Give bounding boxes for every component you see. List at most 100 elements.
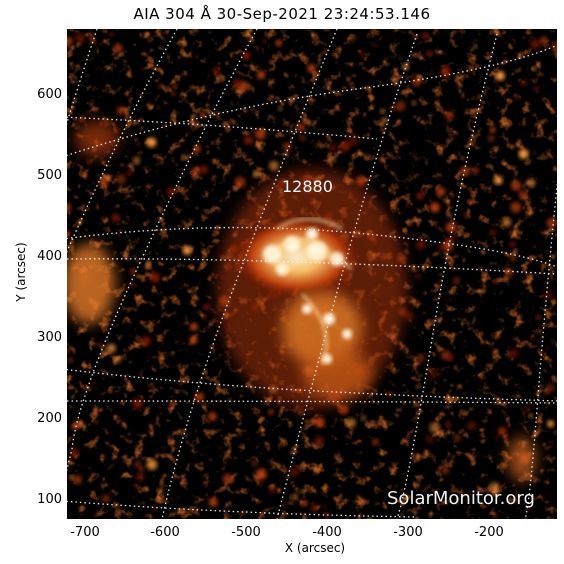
network-brightening bbox=[489, 482, 500, 493]
network-brightening bbox=[467, 421, 477, 431]
network-brightening bbox=[441, 465, 450, 474]
network-brightening bbox=[527, 178, 536, 188]
network-brightening bbox=[359, 50, 365, 56]
network-brightening bbox=[281, 503, 285, 507]
network-brightening bbox=[509, 349, 519, 358]
network-brightening bbox=[92, 381, 97, 386]
network-brightening bbox=[508, 240, 517, 249]
network-brightening bbox=[375, 423, 380, 429]
network-brightening bbox=[533, 86, 539, 91]
network-brightening bbox=[242, 51, 251, 60]
network-brightening bbox=[251, 459, 258, 466]
network-brightening bbox=[256, 47, 260, 51]
network-brightening bbox=[171, 401, 176, 406]
network-brightening bbox=[330, 156, 336, 163]
coronal-loop bbox=[276, 217, 343, 231]
network-brightening bbox=[156, 106, 160, 109]
network-brightening bbox=[67, 203, 72, 211]
network-brightening bbox=[493, 175, 503, 185]
network-brightening bbox=[453, 277, 460, 285]
grid-longitude-line bbox=[67, 29, 258, 472]
network-brightening bbox=[94, 420, 99, 424]
network-brightening bbox=[453, 433, 462, 442]
grid-latitude-line bbox=[67, 500, 418, 518]
network-brightening bbox=[193, 145, 201, 153]
network-brightening bbox=[218, 446, 222, 450]
network-brightening bbox=[442, 460, 446, 465]
watermark-text: SolarMonitor.org bbox=[387, 488, 535, 509]
network-brightening bbox=[262, 39, 267, 43]
network-brightening bbox=[90, 37, 96, 44]
network-brightening bbox=[234, 176, 246, 188]
network-brightening bbox=[412, 77, 422, 87]
network-brightening bbox=[506, 268, 513, 276]
network-brightening bbox=[499, 428, 506, 435]
network-brightening bbox=[549, 440, 554, 445]
network-brightening bbox=[510, 202, 522, 213]
network-brightening bbox=[109, 31, 114, 37]
network-brightening bbox=[129, 267, 137, 275]
network-brightening bbox=[141, 336, 151, 347]
network-brightening bbox=[442, 240, 454, 252]
solar-image-frame bbox=[67, 29, 557, 519]
network-brightening bbox=[145, 263, 152, 270]
bright-kernel bbox=[302, 304, 312, 314]
network-brightening bbox=[76, 125, 79, 129]
network-brightening bbox=[471, 166, 480, 175]
network-brightening bbox=[420, 31, 429, 40]
coronal-loop bbox=[301, 293, 328, 365]
network-brightening bbox=[528, 413, 533, 418]
network-brightening bbox=[295, 122, 305, 132]
network-brightening bbox=[307, 64, 316, 73]
network-brightening bbox=[253, 170, 260, 178]
network-brightening bbox=[442, 68, 447, 74]
network-brightening bbox=[502, 217, 512, 227]
network-brightening bbox=[203, 303, 210, 311]
network-brightening bbox=[301, 500, 308, 507]
network-brightening bbox=[459, 166, 470, 177]
network-brightening bbox=[547, 420, 555, 428]
network-brightening bbox=[324, 512, 329, 517]
network-brightening bbox=[126, 170, 133, 176]
network-brightening bbox=[249, 176, 253, 180]
network-brightening bbox=[545, 346, 549, 350]
network-brightening bbox=[113, 43, 123, 53]
network-brightening bbox=[300, 135, 306, 142]
network-brightening bbox=[356, 176, 366, 187]
network-brightening bbox=[129, 132, 133, 136]
network-brightening bbox=[227, 398, 232, 403]
network-brightening bbox=[489, 229, 497, 237]
y-tick-label: 400 bbox=[37, 249, 62, 264]
network-brightening bbox=[275, 39, 283, 47]
network-brightening bbox=[429, 422, 441, 434]
network-brightening bbox=[518, 315, 523, 319]
network-brightening bbox=[321, 504, 327, 509]
network-brightening bbox=[530, 38, 541, 49]
network-brightening bbox=[169, 456, 173, 460]
active-region-plage bbox=[302, 349, 372, 399]
network-brightening bbox=[436, 187, 446, 197]
network-brightening bbox=[340, 141, 351, 152]
network-brightening bbox=[146, 137, 157, 148]
x-tick-label: -300 bbox=[393, 525, 423, 540]
network-brightening bbox=[67, 36, 73, 46]
network-brightening bbox=[518, 149, 529, 159]
network-brightening bbox=[329, 143, 337, 152]
network-brightening bbox=[134, 460, 142, 469]
network-brightening bbox=[193, 395, 199, 401]
network-brightening bbox=[493, 279, 499, 284]
network-brightening bbox=[238, 81, 249, 92]
network-brightening bbox=[269, 160, 279, 171]
network-brightening bbox=[473, 44, 478, 49]
network-brightening bbox=[347, 135, 359, 147]
x-axis-label: X (arcsec) bbox=[284, 541, 346, 555]
network-brightening bbox=[338, 404, 349, 415]
network-brightening bbox=[222, 473, 233, 484]
network-brightening bbox=[201, 314, 206, 319]
network-brightening bbox=[489, 126, 496, 133]
network-brightening bbox=[402, 180, 407, 184]
network-brightening bbox=[282, 142, 292, 152]
network-brightening bbox=[446, 221, 457, 233]
network-brightening bbox=[479, 373, 484, 378]
network-brightening bbox=[445, 421, 452, 428]
